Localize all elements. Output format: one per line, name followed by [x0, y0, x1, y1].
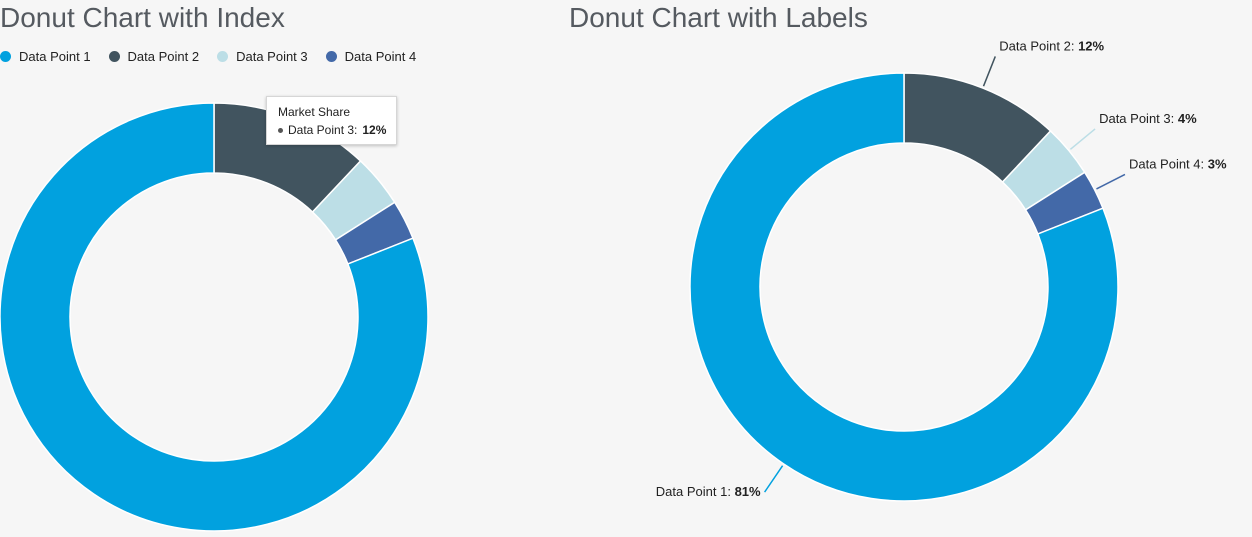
legend-item-3[interactable]: Data Point 3: [217, 49, 308, 64]
legend-marker-icon: [0, 51, 11, 62]
tooltip-row: Data Point 3: 12%: [278, 123, 386, 137]
legend-label: Data Point 4: [344, 49, 417, 64]
legend-item-2[interactable]: Data Point 2: [108, 49, 200, 64]
legend-label: Data Point 2: [127, 49, 200, 64]
donut-chart-labels: Data Point 2: 12% Data Point 3: 4% Data Po…: [656, 38, 1227, 502]
tooltip-marker-icon: [278, 127, 283, 133]
legend-label: Data Point 3: [236, 49, 308, 64]
donut-slice-1[interactable]: [0, 102, 429, 532]
tooltip-value: 12%: [362, 123, 387, 137]
legend-marker-icon: [108, 51, 120, 62]
label-connector-3: [1069, 128, 1096, 150]
tooltip-label: Data Point 3:: [288, 123, 358, 137]
data-label-4: Data Point 4: 3%: [1129, 156, 1227, 171]
legend-marker-icon: [217, 51, 229, 62]
legend: Data Point 1 Data Point 2 Data Point 3 D…: [0, 49, 416, 64]
data-label-2: Data Point 2: 12%: [999, 38, 1104, 53]
chart-title: Donut Chart with Labels: [569, 2, 868, 33]
donut-chart-index-panel: Donut Chart with Index Data Point 1 Data…: [0, 0, 560, 537]
donut-chart-index: [0, 102, 429, 532]
legend-marker-icon: [325, 51, 337, 62]
chart-title: Donut Chart with Index: [0, 2, 285, 33]
donut-slice-1[interactable]: [689, 72, 1119, 502]
legend-item-1[interactable]: Data Point 1: [0, 49, 91, 64]
data-label-1: Data Point 1: 81%: [656, 484, 761, 499]
legend-label: Data Point 1: [19, 49, 91, 64]
label-connector-1: [763, 465, 784, 493]
data-label-3: Data Point 3: 4%: [1099, 111, 1197, 126]
donut-chart-labels-panel: Donut Chart with Labels Data Point 2: 12…: [560, 0, 1252, 537]
tooltip: Market Share Data Point 3: 12%: [266, 96, 398, 145]
label-connector-4: [1096, 173, 1126, 190]
label-connector-2: [982, 56, 996, 87]
tooltip-title: Market Share: [278, 105, 351, 119]
legend-item-4[interactable]: Data Point 4: [325, 49, 417, 64]
